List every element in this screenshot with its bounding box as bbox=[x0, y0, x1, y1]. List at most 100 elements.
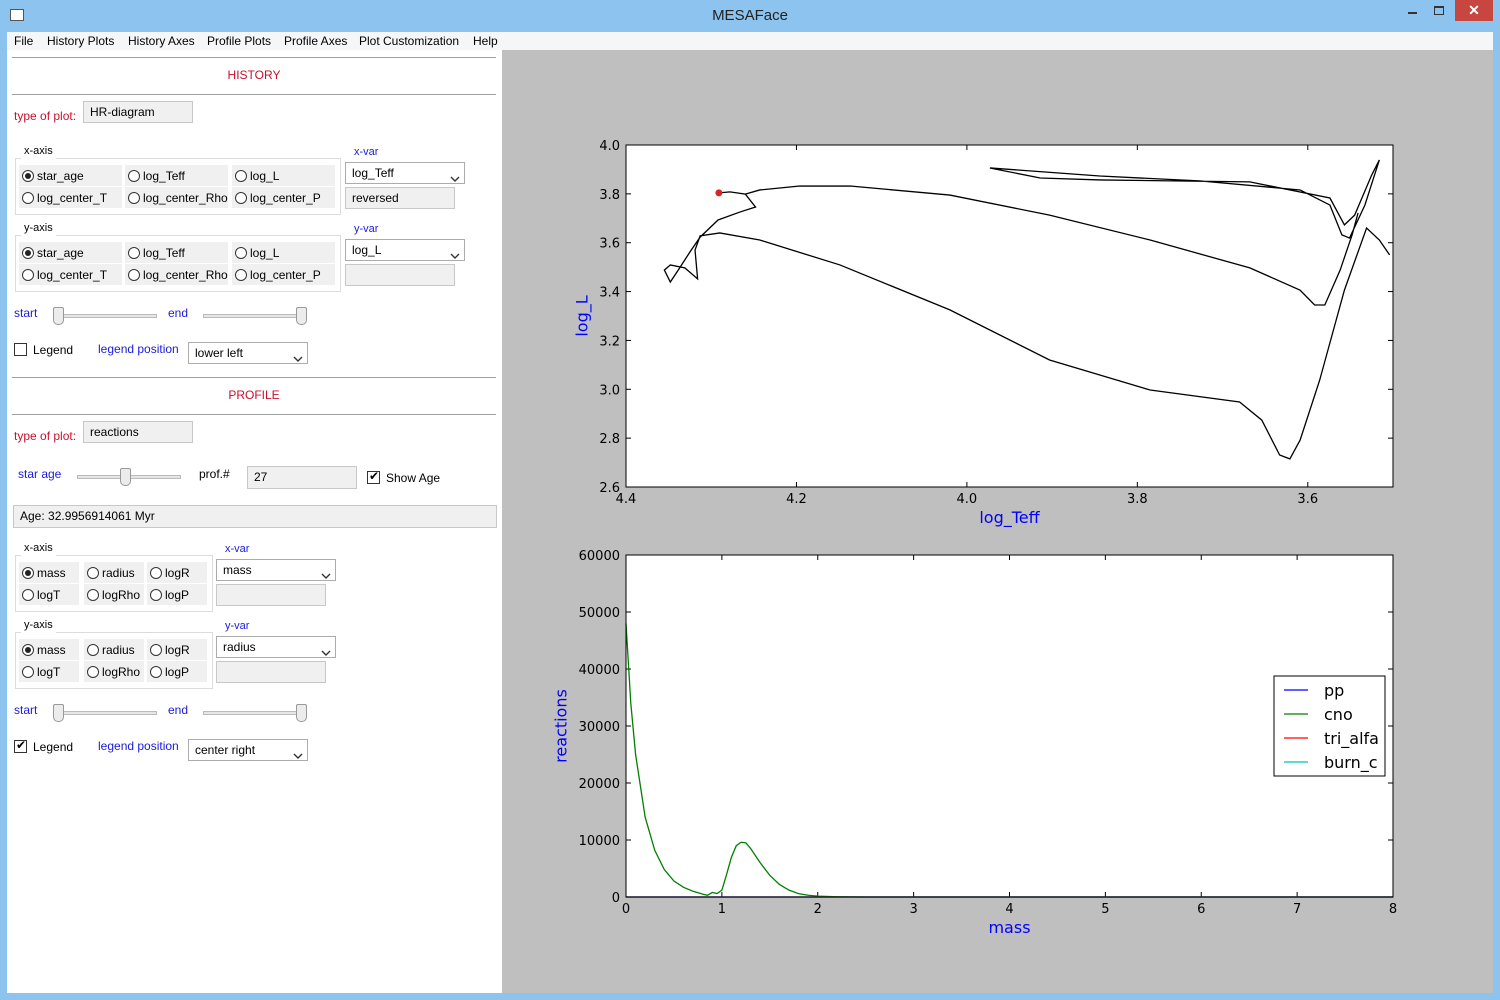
radio-button[interactable] bbox=[22, 192, 34, 204]
radio-cell[interactable] bbox=[84, 661, 144, 682]
radio-cell[interactable] bbox=[84, 562, 144, 583]
radio-button[interactable] bbox=[22, 589, 34, 601]
axes-frame bbox=[625, 144, 1394, 488]
plot-type-field[interactable]: HR-diagram bbox=[83, 101, 193, 123]
prof-field[interactable]: 27 bbox=[247, 466, 357, 489]
radio-cell[interactable] bbox=[232, 242, 335, 263]
x-tick-label: 6 bbox=[1197, 902, 1205, 917]
group-label: y-axis bbox=[21, 220, 56, 236]
radio-button[interactable] bbox=[87, 644, 99, 656]
dropdown[interactable]: log_Teff bbox=[345, 162, 465, 184]
checkbox[interactable] bbox=[14, 343, 27, 356]
star-age-label: star age bbox=[18, 467, 62, 481]
radio-button[interactable] bbox=[128, 247, 140, 259]
radio-cell[interactable] bbox=[19, 242, 122, 263]
window-title: MESAFace bbox=[712, 7, 788, 24]
radio-button[interactable] bbox=[235, 247, 247, 259]
checkbox[interactable] bbox=[14, 740, 27, 753]
dropdown[interactable]: log_L bbox=[345, 239, 465, 261]
radio-button[interactable] bbox=[128, 170, 140, 182]
radio-cell[interactable] bbox=[125, 187, 228, 208]
radio-cell[interactable] bbox=[19, 661, 79, 682]
radio-button[interactable] bbox=[235, 170, 247, 182]
radio-cell[interactable] bbox=[232, 165, 335, 186]
slider-handle[interactable] bbox=[296, 307, 307, 325]
radio-button[interactable] bbox=[22, 269, 34, 281]
radio-button[interactable] bbox=[150, 567, 162, 579]
slider-handle[interactable] bbox=[53, 704, 64, 722]
dropdown[interactable]: lower left bbox=[188, 342, 308, 364]
slider-handle[interactable] bbox=[296, 704, 307, 722]
radio-button[interactable] bbox=[22, 666, 34, 678]
radio-button[interactable] bbox=[150, 589, 162, 601]
radio-button[interactable] bbox=[128, 192, 140, 204]
menu-item[interactable]: Profile Plots bbox=[207, 34, 272, 48]
legend-checkbox-label[interactable]: Legend bbox=[33, 740, 74, 754]
end-label: end bbox=[168, 703, 189, 717]
menu-item[interactable]: File bbox=[14, 34, 34, 48]
radio-label: log_center_Rho bbox=[143, 191, 228, 205]
radio-cell[interactable] bbox=[19, 584, 79, 605]
radio-button[interactable] bbox=[150, 666, 162, 678]
radio-button[interactable] bbox=[87, 567, 99, 579]
radio-cell[interactable] bbox=[19, 639, 79, 660]
radio-button[interactable] bbox=[87, 666, 99, 678]
legend-checkbox-label[interactable]: Legend bbox=[33, 343, 74, 357]
radio-cell[interactable] bbox=[125, 264, 228, 285]
radio-button[interactable] bbox=[235, 269, 247, 281]
var-option[interactable] bbox=[216, 661, 326, 683]
radio-cell[interactable] bbox=[232, 264, 335, 285]
var-option[interactable] bbox=[345, 264, 455, 286]
dropdown[interactable]: radius bbox=[216, 636, 336, 658]
radio-cell[interactable] bbox=[19, 187, 122, 208]
menu-item[interactable]: Profile Axes bbox=[284, 34, 348, 48]
y-tick-label: 3.2 bbox=[599, 334, 620, 349]
radio-cell[interactable] bbox=[147, 639, 207, 660]
radio-button[interactable] bbox=[87, 589, 99, 601]
var-option[interactable]: reversed bbox=[345, 187, 455, 209]
slider-track bbox=[55, 314, 157, 318]
check-mark: ✔ bbox=[369, 469, 380, 483]
slider-handle[interactable] bbox=[120, 468, 131, 486]
radio-cell[interactable] bbox=[147, 562, 207, 583]
menu-bar bbox=[7, 32, 1493, 50]
dropdown[interactable]: center right bbox=[188, 739, 308, 761]
radio-cell[interactable] bbox=[19, 562, 79, 583]
checkbox[interactable] bbox=[367, 471, 380, 484]
radio-label: radius bbox=[102, 566, 135, 580]
radio-dot bbox=[25, 647, 31, 653]
radio-button[interactable] bbox=[128, 269, 140, 281]
y-axis-label: log_L bbox=[572, 295, 592, 336]
var-option[interactable] bbox=[216, 584, 326, 606]
menu-item[interactable]: Help bbox=[473, 34, 498, 48]
show-age-label[interactable]: Show Age bbox=[386, 471, 441, 485]
legend-label: burn_c bbox=[1324, 753, 1378, 773]
x-axis-label: mass bbox=[988, 918, 1030, 937]
radio-cell[interactable] bbox=[232, 187, 335, 208]
axes-frame bbox=[625, 554, 1394, 898]
maximize-button[interactable] bbox=[1426, 0, 1454, 21]
radio-cell[interactable] bbox=[147, 661, 207, 682]
menu-item[interactable]: History Plots bbox=[47, 34, 115, 48]
radio-button[interactable] bbox=[150, 644, 162, 656]
x-tick-label: 1 bbox=[718, 902, 726, 917]
radio-cell[interactable] bbox=[19, 264, 122, 285]
dropdown-arrow bbox=[321, 568, 331, 579]
radio-button[interactable] bbox=[235, 192, 247, 204]
radio-cell[interactable] bbox=[19, 165, 122, 186]
minimize-button[interactable] bbox=[1400, 0, 1426, 21]
dropdown[interactable]: mass bbox=[216, 559, 336, 581]
close-button[interactable]: ✕ bbox=[1455, 0, 1493, 21]
y-axis-label: reactions bbox=[552, 689, 571, 763]
radio-cell[interactable] bbox=[147, 584, 207, 605]
slider-handle[interactable] bbox=[53, 307, 64, 325]
menu-item[interactable]: History Axes bbox=[128, 34, 195, 48]
radio-cell[interactable] bbox=[84, 584, 144, 605]
plot-type-field[interactable]: reactions bbox=[83, 421, 193, 443]
menu-item[interactable]: Plot Customization bbox=[359, 34, 460, 48]
radio-cell[interactable] bbox=[84, 639, 144, 660]
dropdown-arrow bbox=[293, 351, 303, 362]
radio-cell[interactable] bbox=[125, 165, 228, 186]
x-tick-label: 4.0 bbox=[957, 492, 978, 507]
radio-cell[interactable] bbox=[125, 242, 228, 263]
